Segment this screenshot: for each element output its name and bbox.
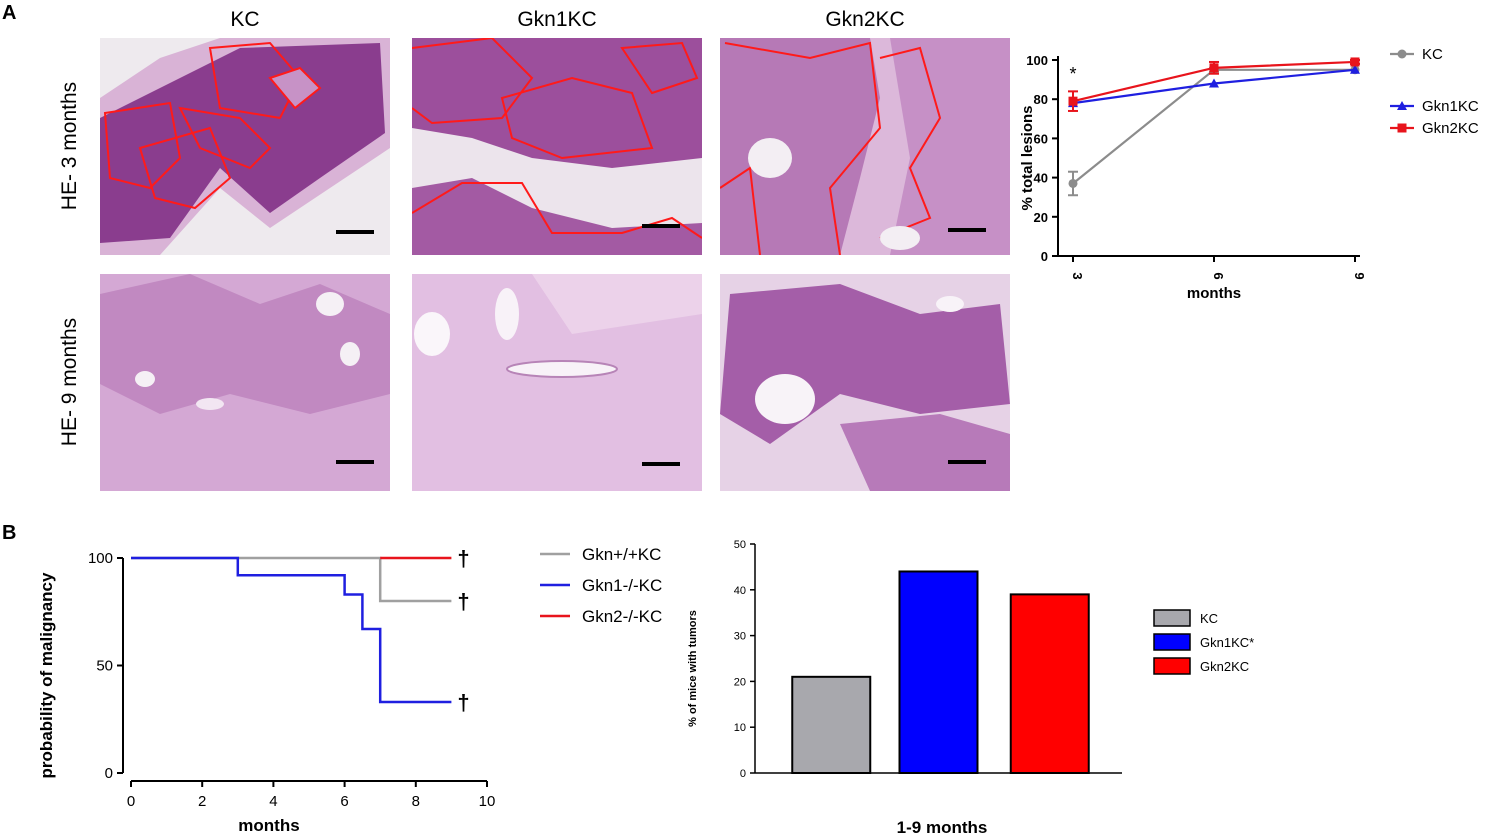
x-tick-label: 8 xyxy=(412,793,420,810)
bar xyxy=(1009,593,1090,774)
x-tick-label: 6 xyxy=(1211,272,1226,279)
x-tick-label: 4 xyxy=(269,793,277,810)
histology-image-gkn2kc-9m xyxy=(720,274,1010,491)
x-axis-label: 1-9 months xyxy=(897,818,988,835)
legend-label: KC xyxy=(1200,611,1218,626)
significance-annotation: * xyxy=(1069,64,1076,84)
y-tick-label: 30 xyxy=(734,631,746,643)
data-point xyxy=(1209,78,1219,88)
y-axis-label: % total lesions xyxy=(1019,105,1036,210)
histology-image-gkn1kc-9m xyxy=(412,274,702,491)
row-label-9-months: HE- 9 months xyxy=(58,317,81,447)
x-tick-label: 9 xyxy=(1352,272,1367,279)
y-tick-label: 0 xyxy=(740,768,746,780)
column-title-gkn1kc: Gkn1KC xyxy=(517,8,597,31)
lesions-line-chart: 0 20 40 60 80 100 3 6 9 months % total lesions * KC G… xyxy=(1019,46,1479,302)
y-tick-label: 60 xyxy=(1034,131,1048,146)
data-point xyxy=(1350,57,1360,67)
x-tick-label: 0 xyxy=(127,793,135,810)
y-tick-label: 40 xyxy=(734,585,746,597)
y-tick-label: 20 xyxy=(734,676,746,688)
tumor-bar-chart: Gkn+/+KC Gkn1-/-KC Gkn2-/-KC 0 10 20 30 40 50 % o… xyxy=(540,539,1254,835)
legend-swatch xyxy=(1153,609,1191,627)
bar xyxy=(898,570,979,775)
bar xyxy=(791,675,872,775)
histology-image-gkn2kc-3m xyxy=(720,38,1010,255)
data-point xyxy=(1350,64,1360,74)
row-label-3-months: HE- 3 months xyxy=(58,81,81,211)
series-line xyxy=(131,556,452,603)
legend-label: KC xyxy=(1422,46,1443,63)
panel-label-a: A xyxy=(2,2,17,24)
x-tick-label: 3 xyxy=(1070,272,1085,279)
legend-marker xyxy=(1397,49,1407,59)
x-tick-label: 6 xyxy=(340,793,348,810)
column-title-gkn2kc: Gkn2KC xyxy=(825,8,905,31)
legend-marker xyxy=(1397,123,1407,133)
x-axis-label: months xyxy=(1187,285,1241,302)
y-tick-label: 80 xyxy=(1034,92,1048,107)
legend-label: Gkn2KC xyxy=(1200,659,1249,674)
y-tick-label: 0 xyxy=(1041,249,1048,264)
y-tick-label: 10 xyxy=(734,722,746,734)
histology-image-kc-9m xyxy=(100,274,390,491)
y-tick-label: 100 xyxy=(88,550,113,567)
panel-label-b: B xyxy=(2,522,17,544)
column-title-kc: KC xyxy=(230,8,260,31)
legend-swatch xyxy=(1153,657,1191,675)
data-point xyxy=(1068,96,1078,106)
legend-label: Gkn1-/-KC xyxy=(582,576,662,595)
dagger-annotation: † xyxy=(457,546,469,571)
legend-swatch xyxy=(1153,633,1191,651)
dagger-annotation: † xyxy=(457,589,469,614)
legend-marker xyxy=(1397,101,1407,110)
x-tick-label: 2 xyxy=(198,793,206,810)
y-tick-label: 50 xyxy=(734,539,746,551)
legend-label: Gkn+/+KC xyxy=(582,545,661,564)
y-tick-label: 40 xyxy=(1034,171,1048,186)
legend-label: Gkn2KC xyxy=(1422,120,1479,137)
y-axis-label: probability of malignancy xyxy=(37,572,56,778)
series-line xyxy=(131,556,452,704)
malignancy-survival-chart: 0 50 100 0 2 4 6 8 10 months probability of malign… xyxy=(37,546,496,835)
y-tick-label: 20 xyxy=(1034,210,1048,225)
y-tick-label: 50 xyxy=(96,658,113,675)
x-tick-label: 10 xyxy=(479,793,496,810)
data-point xyxy=(1068,178,1078,188)
legend-label: Gkn2-/-KC xyxy=(582,607,662,626)
y-tick-label: 0 xyxy=(105,765,113,782)
x-axis-label: months xyxy=(238,816,299,835)
data-point xyxy=(1209,63,1219,73)
histology-image-kc-3m xyxy=(100,38,390,255)
y-tick-label: 100 xyxy=(1026,53,1048,68)
dagger-annotation: † xyxy=(457,690,469,715)
legend-label: Gkn1KC xyxy=(1422,98,1479,115)
histology-image-gkn1kc-3m xyxy=(412,38,702,255)
legend-label: Gkn1KC* xyxy=(1200,635,1254,650)
y-axis-label: % of mice with tumors xyxy=(687,610,699,727)
